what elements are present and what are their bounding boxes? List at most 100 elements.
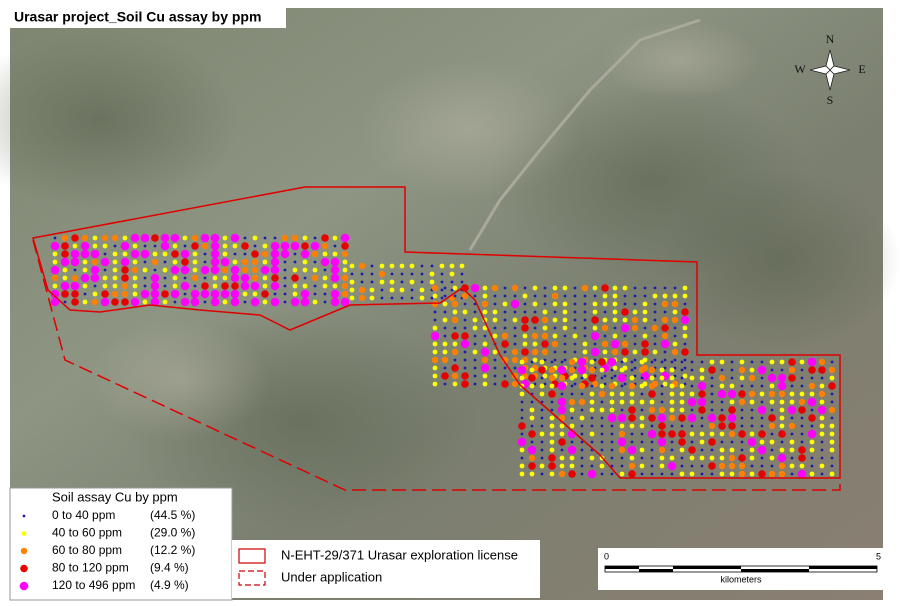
sample-point (633, 366, 637, 370)
sample-point (768, 390, 776, 398)
sample-point (679, 391, 685, 397)
sample-point (583, 334, 587, 338)
sample-point (557, 365, 567, 375)
sample-point (409, 263, 415, 269)
sample-point (558, 438, 566, 446)
sample-point (610, 432, 614, 436)
sample-point (332, 283, 338, 289)
sample-point (718, 374, 726, 382)
sample-point (503, 310, 507, 314)
sample-point (330, 265, 340, 275)
sample-point (449, 271, 455, 277)
sample-point (778, 390, 786, 398)
sample-point (200, 265, 210, 275)
sample-point (612, 333, 618, 339)
sample-point (112, 275, 118, 281)
sample-point (667, 461, 677, 471)
sample-point (683, 382, 687, 386)
sample-point (212, 275, 218, 281)
sample-point (609, 407, 615, 413)
sample-point (679, 407, 685, 413)
sample-point (443, 366, 447, 370)
sample-point (619, 471, 625, 477)
sample-point (463, 350, 467, 354)
sample-point (830, 464, 834, 468)
application-label: Under application (281, 569, 382, 584)
sample-point (570, 416, 574, 420)
sample-point (482, 381, 488, 387)
sample-point (757, 365, 767, 375)
sample-point (80, 241, 90, 251)
sample-point (440, 280, 444, 284)
sample-point (232, 259, 238, 265)
sample-point (241, 258, 249, 266)
sample-point (738, 366, 746, 374)
sample-point (700, 360, 704, 364)
sample-point (628, 406, 636, 414)
sample-point (750, 360, 754, 364)
sample-point (612, 317, 618, 323)
sample-point (52, 259, 58, 265)
sample-point (569, 423, 575, 429)
sample-point (120, 241, 130, 251)
sample-point (760, 376, 764, 380)
sample-point (819, 463, 825, 469)
sample-point (570, 384, 574, 388)
sample-point (132, 243, 138, 249)
sample-point (330, 257, 340, 267)
sample-point (670, 360, 674, 364)
sample-point (580, 376, 584, 380)
sample-point (349, 279, 355, 285)
sample-point (519, 463, 525, 469)
sample-point (642, 309, 648, 315)
sample-point (170, 233, 180, 243)
sample-point (643, 294, 647, 298)
sample-point (681, 348, 689, 356)
sample-point (590, 424, 594, 428)
sample-point (399, 287, 405, 293)
sample-point (390, 272, 394, 276)
sample-point (130, 233, 140, 243)
sample-point (739, 359, 745, 365)
sample-point (610, 464, 614, 468)
sample-point (130, 297, 140, 307)
sample-point (432, 293, 438, 299)
sample-point (251, 266, 259, 274)
legend-percent: (9.4 %) (150, 561, 189, 575)
sample-point (442, 317, 448, 323)
sample-point (538, 366, 546, 374)
sample-point (601, 324, 609, 332)
sample-point (779, 415, 785, 421)
sample-point (322, 283, 328, 289)
sample-point (687, 397, 697, 407)
legend-label: 0 to 40 ppm (52, 508, 115, 522)
sample-point (800, 440, 804, 444)
legend-label: 60 to 80 ppm (52, 543, 122, 557)
sample-point (780, 368, 784, 372)
sample-point (610, 472, 614, 476)
sample-point (798, 446, 806, 454)
sample-point (553, 358, 557, 362)
sample-point (389, 263, 395, 269)
sample-point (820, 448, 824, 452)
sample-point (461, 372, 469, 380)
sample-point (683, 366, 687, 370)
sample-point (768, 470, 776, 478)
sample-point (810, 456, 814, 460)
sample-point (618, 446, 626, 454)
sample-point (749, 471, 755, 477)
sample-point (90, 273, 100, 283)
sample-point (433, 318, 437, 322)
sample-point (349, 295, 355, 301)
sample-point (163, 284, 167, 288)
sample-point (648, 414, 656, 422)
sample-point (529, 407, 535, 413)
sample-point (630, 360, 634, 364)
sample-point (280, 241, 290, 251)
sample-point (690, 368, 694, 372)
sample-point (653, 342, 657, 346)
sample-point (709, 359, 715, 365)
sample-point (820, 376, 824, 380)
sample-point (150, 297, 160, 307)
sample-point (531, 316, 539, 324)
